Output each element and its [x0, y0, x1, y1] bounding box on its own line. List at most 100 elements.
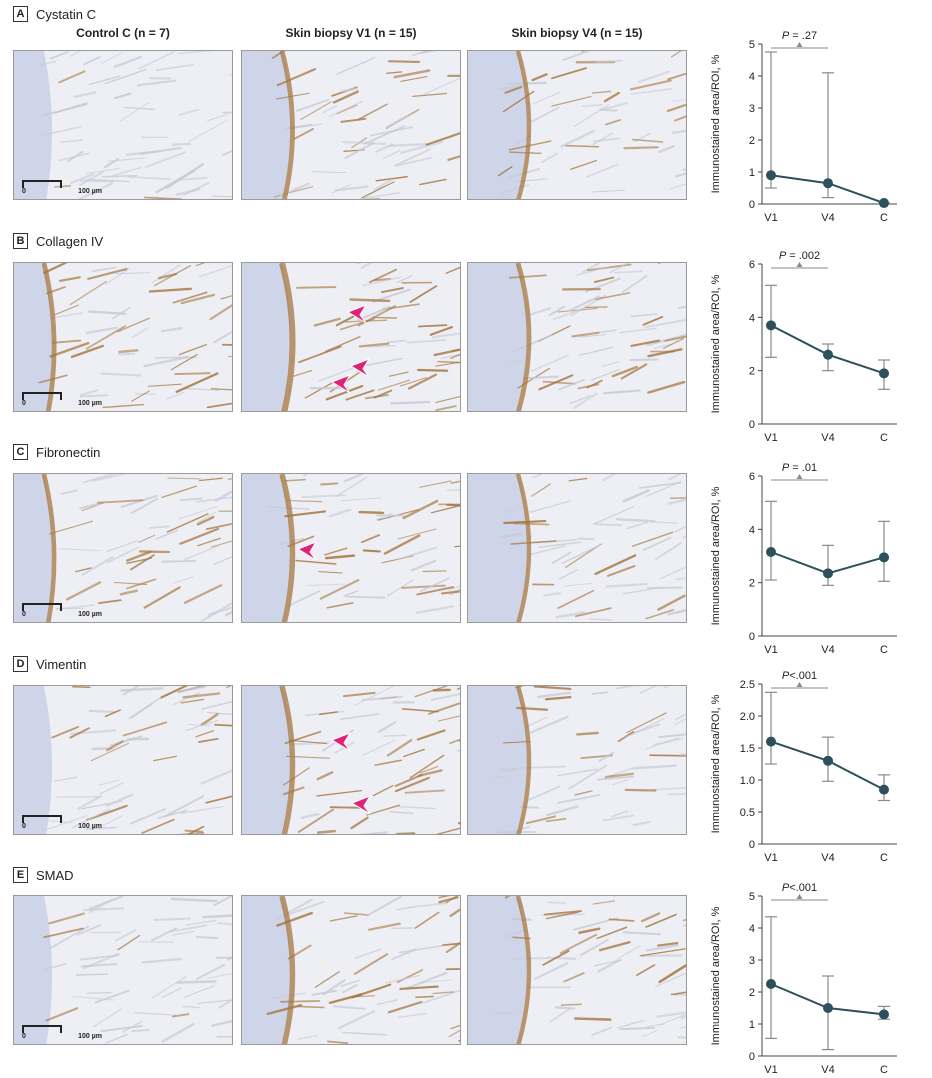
- y-tick-label: 4: [749, 923, 755, 935]
- micrograph-e-control: 0 100 µm: [13, 895, 233, 1045]
- panel-title: Fibronectin: [36, 444, 101, 460]
- micrograph-a-control: 0 100 µm: [13, 50, 233, 200]
- micrograph-c-control: 0 100 µm: [13, 473, 233, 623]
- panel-title: Vimentin: [36, 656, 87, 672]
- micrograph-c-v1: [241, 473, 461, 623]
- data-point-c: [879, 198, 889, 209]
- y-tick-label: 4: [749, 71, 755, 83]
- arrowhead-marker: [296, 541, 318, 561]
- y-tick-label: 0: [749, 839, 755, 851]
- y-tick-label: 1.0: [740, 775, 755, 787]
- x-tick-label: V4: [821, 852, 834, 864]
- scale-bar-label: 100 µm: [78, 400, 102, 407]
- x-tick-label: C: [880, 432, 888, 444]
- data-point-c: [879, 1009, 889, 1020]
- panel-label-d: D Vimentin: [13, 656, 86, 672]
- epidermis-layer: [14, 51, 53, 199]
- panel-title: Collagen IV: [36, 233, 104, 249]
- data-point-v1: [766, 736, 776, 747]
- scale-bar-zero: 0: [22, 823, 26, 830]
- scale-bar-line: [22, 392, 62, 400]
- data-point-c: [879, 552, 889, 563]
- y-tick-label: 0: [749, 199, 755, 211]
- y-tick-label: 2: [749, 987, 755, 999]
- panel-title: SMAD: [36, 867, 74, 883]
- y-tick-label: 5: [749, 891, 755, 903]
- p-value-annotation: P = .27: [782, 30, 817, 42]
- chart-svg: Immunostained area/ROI, % 0 1 2 3 4 5 P = .27 V1…: [710, 30, 897, 224]
- y-tick-label: 1.5: [740, 743, 755, 755]
- x-tick-label: V4: [821, 644, 834, 656]
- y-tick-label: 2: [749, 366, 755, 378]
- scale-bar: 0 100 µm: [22, 180, 102, 195]
- scale-bar-zero: 0: [22, 1033, 26, 1040]
- scale-bar-label: 100 µm: [78, 188, 102, 195]
- arrowhead-marker: [349, 358, 371, 378]
- p-value-annotation: P<.001: [782, 882, 817, 894]
- scale-bar-label: 100 µm: [78, 823, 102, 830]
- y-tick-label: 2: [749, 578, 755, 590]
- micrograph-a-v4: [467, 50, 687, 200]
- x-tick-label: V4: [821, 432, 834, 444]
- y-tick-label: 0: [749, 419, 755, 431]
- epidermis-layer: [242, 474, 291, 622]
- data-point-v4: [823, 349, 833, 360]
- chart-svg: Immunostained area/ROI, % 0 0.5 1.0 1.5 2.0 2.…: [710, 670, 897, 864]
- epidermis-layer: [468, 474, 528, 622]
- epidermis-layer: [14, 474, 53, 622]
- epidermis-layer: [468, 263, 528, 411]
- scale-bar-zero: 0: [22, 611, 26, 618]
- epidermis-layer: [14, 686, 53, 834]
- x-tick-label: C: [880, 1064, 888, 1076]
- panel-label-e: E SMAD: [13, 867, 74, 883]
- y-tick-label: 0.5: [740, 807, 755, 819]
- epidermis-layer: [242, 896, 291, 1044]
- y-tick-label: 4: [749, 312, 755, 324]
- panel-letter: D: [13, 656, 28, 672]
- data-point-v4: [823, 1003, 833, 1013]
- arrowhead-marker: [330, 732, 352, 752]
- data-point-c: [879, 368, 889, 379]
- arrowhead-marker: [330, 374, 352, 394]
- y-tick-label: 2.5: [740, 679, 755, 691]
- scale-bar: 0 100 µm: [22, 815, 102, 830]
- panel-label-c: C Fibronectin: [13, 444, 100, 460]
- bracket-marker: [796, 42, 803, 47]
- micrograph-a-v1: [241, 50, 461, 200]
- x-tick-label: V1: [764, 644, 777, 656]
- data-point-v1: [766, 547, 776, 557]
- y-axis-label: Immunostained area/ROI, %: [710, 54, 722, 193]
- p-value-annotation: P = .002: [779, 250, 820, 262]
- scale-bar-line: [22, 603, 62, 611]
- y-axis-label: Immunostained area/ROI, %: [710, 486, 722, 625]
- panel-label-a: A Cystatin C: [13, 6, 96, 22]
- chart-svg: Immunostained area/ROI, % 0 2 4 6 P = .01 V1 V4…: [710, 462, 897, 656]
- x-tick-label: C: [880, 644, 888, 656]
- scale-bar-line: [22, 815, 62, 823]
- chart-svg: Immunostained area/ROI, % 0 2 4 6 P = .002 V1 V…: [710, 250, 897, 444]
- chart-d: Immunostained area/ROI, % 0 0.5 1.0 1.5 2.0 2.…: [705, 668, 925, 864]
- chart-b: Immunostained area/ROI, % 0 2 4 6 P = .002 V1 V…: [705, 248, 925, 444]
- data-point-v1: [766, 320, 776, 331]
- epidermis-layer: [242, 263, 291, 411]
- bracket-marker: [796, 474, 803, 479]
- data-point-v1: [766, 979, 776, 989]
- scale-bar: 0 100 µm: [22, 1025, 102, 1040]
- y-tick-label: 1: [749, 167, 755, 179]
- bracket-marker: [796, 682, 803, 687]
- bracket-marker: [796, 262, 803, 267]
- y-tick-label: 0: [749, 631, 755, 643]
- micrograph-b-v4: [467, 262, 687, 412]
- epidermis-layer: [468, 51, 528, 199]
- micrograph-e-v1: [241, 895, 461, 1045]
- scale-bar-zero: 0: [22, 400, 26, 407]
- scale-bar: 0 100 µm: [22, 392, 102, 407]
- y-axis-label: Immunostained area/ROI, %: [710, 906, 722, 1045]
- x-tick-label: V4: [821, 1064, 834, 1076]
- panel-letter: B: [13, 233, 28, 249]
- scale-bar-line: [22, 180, 62, 188]
- panel-letter: C: [13, 444, 28, 460]
- y-tick-label: 6: [749, 259, 755, 271]
- epidermis-layer: [242, 686, 291, 834]
- chart-c: Immunostained area/ROI, % 0 2 4 6 P = .01 V1 V4…: [705, 460, 925, 656]
